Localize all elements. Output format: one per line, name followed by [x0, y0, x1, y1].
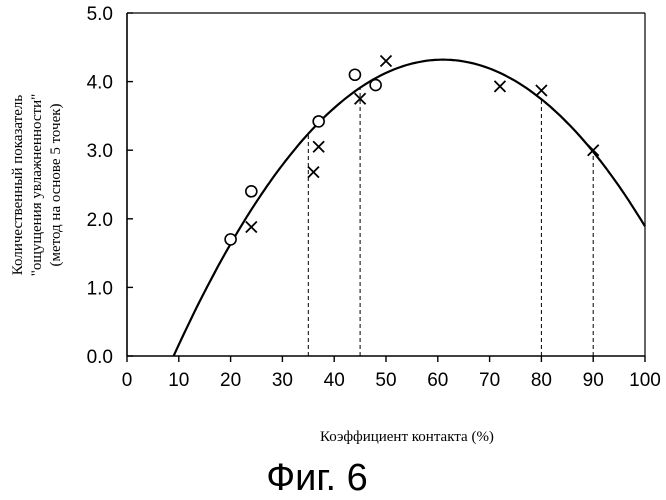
x-tick-label: 30: [272, 370, 293, 391]
cross-point: [494, 81, 505, 92]
ticks: [127, 13, 645, 362]
circle-point: [225, 234, 236, 245]
cross-point: [381, 56, 392, 67]
figure-caption: Фиг. 6: [266, 457, 368, 499]
data-points: [225, 56, 599, 245]
y-tick-label: 5.0: [87, 4, 113, 25]
tick-labels: 0 10 20 30 40 50 60 70 80 90 100 0.0 1.0 2.0 3.0 4.0 5.0: [87, 4, 661, 391]
y-tick-label: 4.0: [87, 73, 113, 94]
cross-point: [588, 145, 599, 156]
x-tick-label: 90: [583, 370, 604, 391]
y-tick-label: 3.0: [87, 141, 113, 162]
x-axis-title: Коэффициент контакта (%): [320, 429, 494, 445]
cross-point: [246, 222, 257, 233]
x-tick-label: 40: [324, 370, 345, 391]
circle-point: [313, 116, 324, 127]
y-tick-label: 2.0: [87, 210, 113, 231]
x-tick-label: 0: [122, 370, 133, 391]
x-tick-label: 70: [479, 370, 500, 391]
circle-point: [246, 186, 257, 197]
y-axis-title-line-2: "ощущения увлажненности": [29, 94, 45, 276]
x-tick-label: 60: [427, 370, 448, 391]
y-axis-title-line-3: (метод на основе 5 точек): [48, 103, 64, 266]
fit-curve: [174, 60, 645, 356]
cross-point: [313, 141, 324, 152]
x-tick-label: 50: [375, 370, 396, 391]
y-axis-title: Количественный показатель "ощущения увла…: [10, 94, 64, 276]
circle-point: [349, 69, 360, 80]
axes: [127, 13, 645, 356]
y-axis-title-line-1: Количественный показатель: [10, 95, 26, 276]
reference-lines: [308, 88, 593, 356]
x-tick-label: 80: [531, 370, 552, 391]
x-tick-label: 10: [168, 370, 189, 391]
y-tick-label: 1.0: [87, 278, 113, 299]
y-tick-label: 0.0: [87, 347, 113, 368]
x-tick-label: 20: [220, 370, 241, 391]
cross-point: [536, 85, 547, 96]
circle-point: [370, 80, 381, 91]
x-tick-label: 100: [629, 370, 661, 391]
cross-point: [308, 167, 319, 178]
